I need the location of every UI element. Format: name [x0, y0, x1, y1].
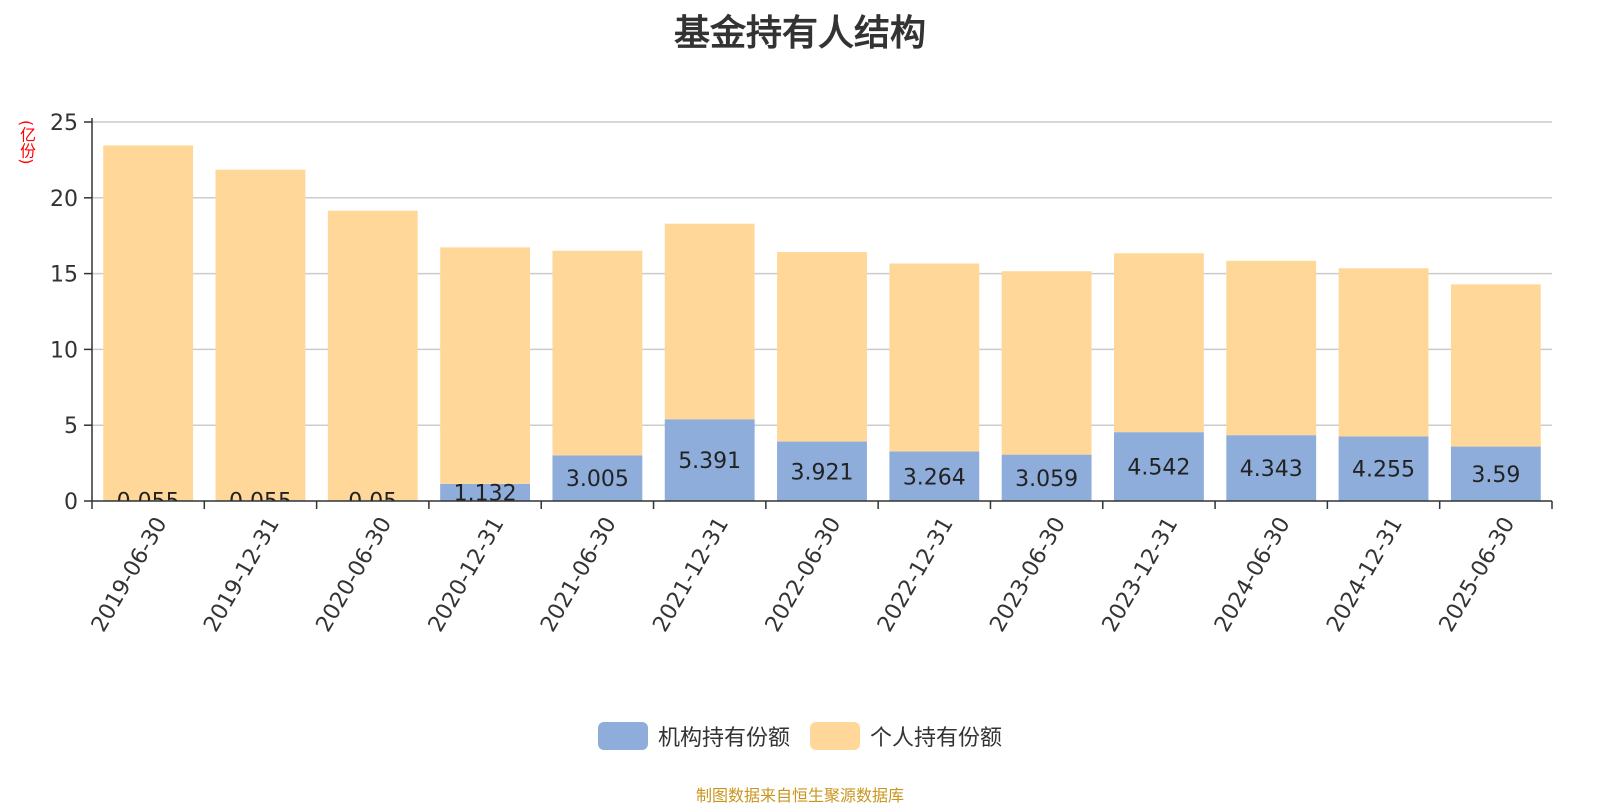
- y-tick-label: 0: [64, 490, 78, 515]
- data-label: 4.542: [1127, 456, 1190, 481]
- bar-individual: [889, 263, 980, 452]
- data-label: 3.921: [791, 460, 854, 485]
- data-label: 4.343: [1240, 457, 1303, 482]
- chart-title: 基金持有人结构: [673, 13, 926, 54]
- x-tick-label: 2022-12-31: [873, 513, 959, 636]
- bar-institutional: [552, 455, 643, 501]
- data-label: 3.005: [566, 467, 629, 492]
- bar-individual: [440, 247, 530, 484]
- bar-individual: [1450, 284, 1541, 447]
- x-tick-label: 2019-12-31: [199, 513, 285, 636]
- x-tick-label: 2020-06-30: [312, 513, 398, 636]
- x-tick-label: 2023-12-31: [1098, 513, 1184, 636]
- data-label: 1.132: [454, 481, 517, 506]
- data-label: 0.055: [117, 490, 180, 515]
- legend-swatch-institutional: [597, 722, 648, 750]
- bar-individual: [327, 210, 418, 501]
- bar-institutional: [440, 483, 530, 501]
- x-tick-label: 2019-06-30: [87, 513, 173, 636]
- legend-label-institutional: 机构持有份额: [657, 726, 790, 751]
- bar-individual: [1001, 271, 1092, 455]
- x-tick-label: 2021-06-30: [536, 513, 622, 636]
- bar-individual: [215, 169, 306, 501]
- bar-institutional: [889, 451, 980, 501]
- bar-individual: [664, 223, 755, 420]
- bar-institutional: [1226, 435, 1317, 501]
- x-tick-label: 2023-06-30: [985, 513, 1071, 636]
- x-tick-label: 2024-06-30: [1210, 513, 1296, 636]
- bar-institutional: [1114, 432, 1204, 501]
- legend-label-individual: 个人持有份额: [870, 726, 1003, 751]
- bar-individual: [1338, 268, 1429, 437]
- bar-institutional: [664, 419, 755, 501]
- bar-institutional: [1338, 436, 1429, 501]
- bar-institutional: [777, 441, 867, 501]
- x-tick-label: 2020-12-31: [424, 513, 510, 636]
- bar-institutional: [1450, 446, 1541, 501]
- source-note: 制图数据来自恒生聚源数据库: [695, 786, 904, 805]
- bar-individual: [552, 250, 643, 456]
- bar-individual: [1114, 253, 1204, 433]
- data-label: 4.255: [1352, 458, 1415, 483]
- legend-item-individual[interactable]: 个人持有份额: [810, 720, 1002, 752]
- data-label: 0.05: [348, 490, 397, 515]
- x-tick-label: 2021-12-31: [648, 513, 734, 636]
- data-label: 3.264: [903, 465, 966, 490]
- bars: [103, 145, 1541, 501]
- data-labels: 0.055 0.055 0.05 1.132 3.005 5.391 3.921 3.264 3…: [117, 449, 1521, 515]
- legend-swatch-individual: [810, 722, 860, 750]
- x-tick-label: 2022-06-30: [761, 513, 847, 636]
- bar-individual: [1226, 260, 1317, 436]
- legend-item-institutional[interactable]: 机构持有份额: [597, 720, 790, 752]
- y-tick-label: 20: [50, 187, 78, 212]
- bar-individual: [777, 252, 867, 442]
- data-label: 0.055: [229, 490, 292, 515]
- x-tick-label: 2025-06-30: [1435, 513, 1521, 636]
- y-tick-label: 25: [50, 111, 78, 136]
- data-label: 5.391: [678, 449, 741, 474]
- x-tick-label: 2024-12-31: [1322, 513, 1408, 636]
- y-tick-label: 5: [64, 414, 78, 439]
- bar-individual: [103, 145, 194, 501]
- legend: 机构持有份额 个人持有份额: [0, 720, 1600, 752]
- data-label: 3.059: [1015, 467, 1078, 492]
- bar-institutional: [1001, 454, 1092, 501]
- data-label: 3.59: [1471, 463, 1520, 488]
- y-axis-unit: (亿份): [17, 120, 36, 165]
- y-tick-label: 10: [50, 338, 78, 363]
- y-tick-label: 15: [50, 263, 78, 288]
